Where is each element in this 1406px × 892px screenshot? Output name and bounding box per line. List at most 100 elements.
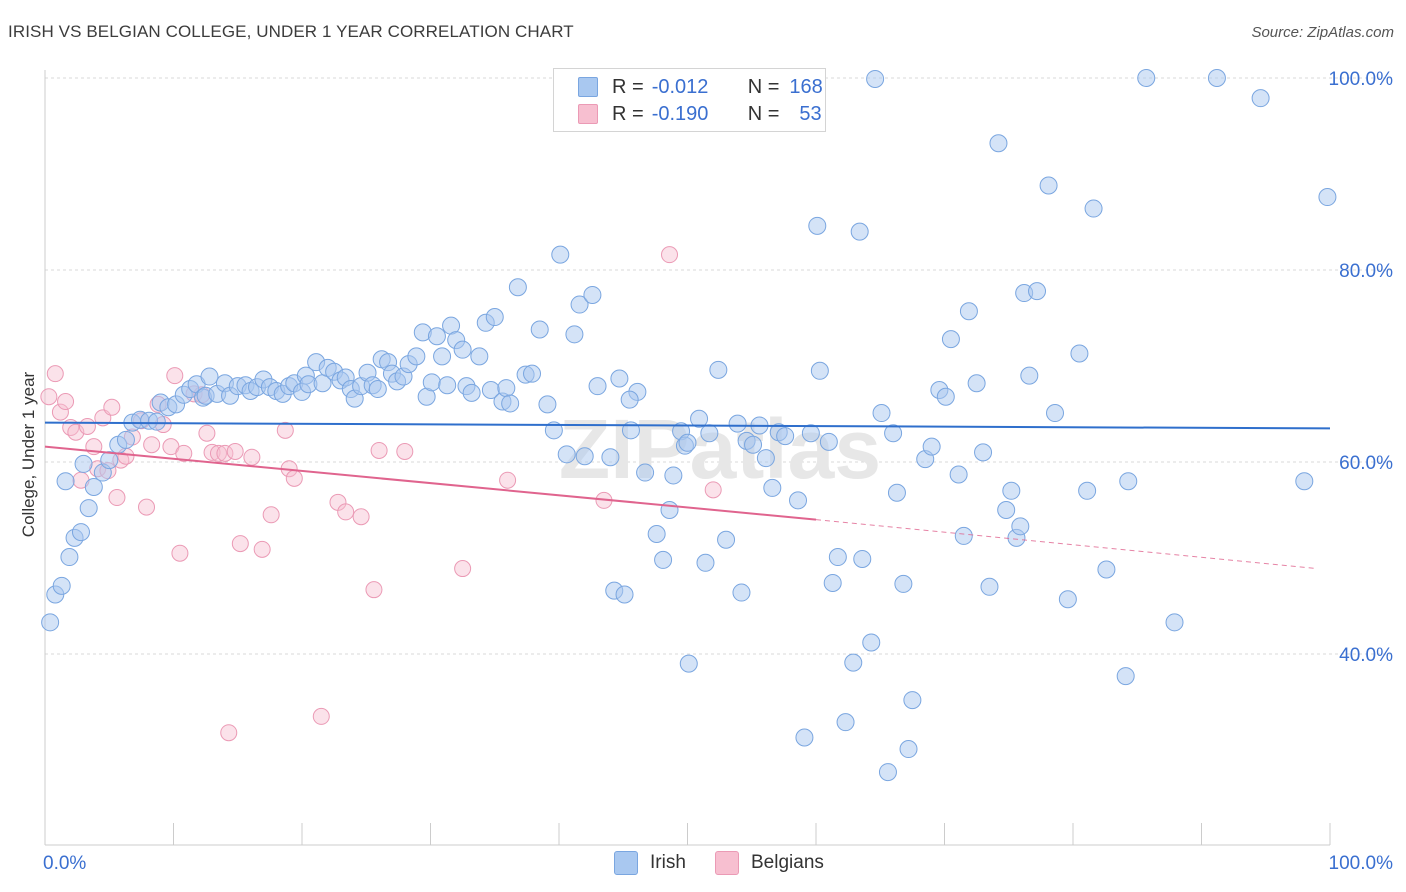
irish-r-label: R = xyxy=(612,75,644,98)
belgians-trend-line xyxy=(44,445,817,521)
irish-point xyxy=(660,501,679,519)
irish-point xyxy=(1058,590,1077,609)
irish-point xyxy=(407,347,426,366)
irish-point xyxy=(1020,366,1039,385)
irish-point xyxy=(899,740,918,759)
irish-point xyxy=(690,409,709,428)
belgians-point xyxy=(276,421,294,439)
irish-point xyxy=(1116,667,1135,686)
belgians-point xyxy=(108,489,126,507)
gridlines xyxy=(45,77,1395,655)
x-tick-label: 100.0% xyxy=(1329,853,1394,874)
irish-point xyxy=(949,465,968,484)
irish-point xyxy=(1039,176,1058,195)
irish-r-value: -0.012 xyxy=(651,75,709,98)
irish-point xyxy=(862,633,881,652)
irish-point xyxy=(557,445,576,464)
belgians-point xyxy=(704,481,722,499)
irish-n-value: 168 xyxy=(789,75,823,98)
belgians-r-value: -0.190 xyxy=(651,102,709,125)
stats-legend: R = -0.012 N = 168 R = -0.190 N = 53 xyxy=(553,68,826,132)
irish-point xyxy=(610,369,629,388)
belgians-point xyxy=(396,442,414,460)
belgians-point xyxy=(243,448,261,466)
irish-point xyxy=(941,330,960,349)
y-tick-label: 60.0% xyxy=(1339,453,1393,474)
irish-legend-label: Irish xyxy=(650,852,686,873)
irish-point xyxy=(974,443,993,462)
belgians-point xyxy=(171,544,189,562)
belgians-point xyxy=(57,393,75,411)
belgians-point xyxy=(231,535,249,553)
irish-point xyxy=(1119,472,1138,491)
belgians-trend-extension xyxy=(815,519,1318,570)
irish-point xyxy=(60,548,79,567)
irish-point xyxy=(508,278,527,297)
irish-point xyxy=(789,491,808,510)
belgians-point xyxy=(78,417,96,435)
irish-point xyxy=(544,421,563,440)
belgians-n-label: N = xyxy=(747,102,780,125)
irish-point xyxy=(887,483,906,502)
irish-point xyxy=(776,427,795,446)
irish-point xyxy=(810,361,829,380)
x-tick-label: 0.0% xyxy=(43,853,86,874)
chart-title: IRISH VS BELGIAN COLLEGE, UNDER 1 YEAR C… xyxy=(8,22,574,41)
irish-point xyxy=(1078,481,1097,500)
belgians-point xyxy=(143,436,161,454)
irish-point xyxy=(565,325,584,344)
belgians-point xyxy=(209,444,227,462)
irish-point xyxy=(601,448,620,467)
irish-legend-swatch xyxy=(614,851,638,875)
irish-point xyxy=(636,463,655,482)
belgians-point xyxy=(103,398,121,416)
irish-point xyxy=(850,222,869,241)
irish-point xyxy=(744,435,763,454)
irish-point xyxy=(696,553,715,572)
irish-point xyxy=(427,327,446,346)
axes xyxy=(44,70,1331,846)
y-tick-label: 80.0% xyxy=(1339,261,1393,282)
belgians-point xyxy=(661,246,679,264)
irish-point xyxy=(844,653,863,672)
irish-point xyxy=(894,574,913,593)
irish-point xyxy=(501,394,520,413)
belgians-point xyxy=(262,506,280,524)
irish-point xyxy=(570,295,589,314)
legend-item-irish[interactable]: Irish xyxy=(614,851,686,875)
irish-point xyxy=(52,576,71,595)
belgians-point xyxy=(220,724,238,742)
belgians-r-label: R = xyxy=(612,102,644,125)
irish-point xyxy=(997,501,1016,519)
irish-point xyxy=(1251,89,1270,108)
irish-point xyxy=(575,447,594,466)
irish-point xyxy=(497,379,516,398)
irish-point xyxy=(980,577,999,596)
irish-point xyxy=(620,390,639,409)
irish-point xyxy=(551,245,570,264)
irish-point xyxy=(903,691,922,710)
irish-point xyxy=(732,583,751,602)
irish-point xyxy=(954,526,973,545)
legend-item-belgians[interactable]: Belgians xyxy=(715,851,824,875)
irish-point xyxy=(1295,472,1314,491)
belgians-point xyxy=(138,498,156,516)
belgians-point xyxy=(285,469,303,487)
belgians-point xyxy=(352,508,370,526)
belgians-point xyxy=(226,442,244,460)
belgians-legend-swatch xyxy=(715,851,739,875)
irish-point xyxy=(795,728,814,747)
irish-point xyxy=(1165,613,1184,632)
belgians-point xyxy=(198,424,216,442)
irish-point xyxy=(1070,344,1089,363)
source-label: Source: ZipAtlas.com xyxy=(1251,24,1394,41)
irish-point xyxy=(853,549,872,568)
irish-point xyxy=(647,525,666,543)
trend-lines xyxy=(44,421,1331,570)
irish-point xyxy=(200,367,219,386)
irish-point xyxy=(1046,404,1065,423)
irish-point xyxy=(717,530,736,549)
irish-point xyxy=(801,424,820,443)
irish-point xyxy=(1097,560,1116,579)
irish-point xyxy=(878,763,897,782)
